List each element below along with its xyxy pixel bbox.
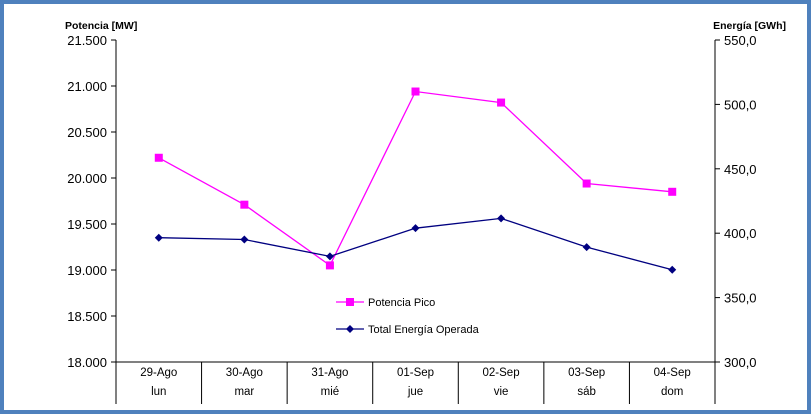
legend-marker-square: [346, 298, 354, 306]
energia-operada-point: [668, 265, 677, 274]
left-tick-label: 21.000: [67, 79, 107, 94]
right-tick-label: 550,0: [724, 33, 757, 48]
left-tick-label: 18.000: [67, 355, 107, 370]
potencia-pico-point: [240, 200, 249, 209]
legend-marker-diamond: [346, 325, 354, 333]
chart-canvas: Potencia [MW] Energía [GWh] 18.000 18.500…: [65, 20, 786, 404]
potencia-pico-point: [411, 87, 420, 96]
energia-operada-point: [411, 224, 420, 233]
right-tick-label: 500,0: [724, 97, 757, 112]
right-axis-title: Energía [GWh]: [713, 20, 786, 32]
potencia-pico-point: [497, 98, 506, 107]
category-date-label: 03-Sep: [568, 367, 605, 379]
category-day-label: mié: [321, 386, 340, 398]
right-tick-label: 450,0: [724, 162, 757, 177]
left-axis-title: Potencia [MW]: [65, 20, 137, 32]
series-group: [154, 87, 677, 274]
potencia-pico-point: [668, 187, 677, 196]
energia-operada-point: [240, 235, 249, 244]
legend-label-2: Total Energía Operada: [368, 324, 480, 336]
category-date-label: 30-Ago: [226, 367, 263, 379]
category-date-label: 01-Sep: [397, 367, 434, 379]
left-tick-label: 20.000: [67, 171, 107, 186]
category-day-label: vie: [494, 386, 509, 398]
legend-label-1: Potencia Pico: [368, 297, 435, 309]
energia-operada-point: [154, 233, 163, 242]
energia-operada-point: [325, 252, 334, 261]
category-date-label: 31-Ago: [311, 367, 348, 379]
right-tick-label: 300,0: [724, 355, 757, 370]
potencia-pico-point: [582, 179, 591, 188]
category-day-label: mar: [234, 386, 254, 398]
category-date-label: 04-Sep: [654, 367, 691, 379]
left-tick-label: 21.500: [67, 33, 107, 48]
energia-operada-point: [582, 243, 591, 252]
left-tick-label: 19.000: [67, 263, 107, 278]
category-day-label: sáb: [577, 386, 596, 398]
axes-group: 18.000 18.500 19.000 19.500 20.000 20.500 21.0…: [67, 33, 757, 404]
energia-operada-point: [497, 214, 506, 223]
right-tick-label: 400,0: [724, 226, 757, 241]
category-date-label: 29-Ago: [140, 367, 177, 379]
category-day-label: dom: [661, 386, 683, 398]
left-tick-label: 18.500: [67, 309, 107, 324]
category-day-label: jue: [407, 386, 423, 398]
category-day-label: lun: [151, 386, 166, 398]
potencia-pico-point: [154, 153, 163, 162]
right-tick-label: 350,0: [724, 291, 757, 306]
legend: Potencia Pico Total Energía Operada: [336, 297, 480, 336]
category-date-label: 02-Sep: [483, 367, 520, 379]
potencia-pico-point: [325, 261, 334, 270]
left-tick-label: 19.500: [67, 217, 107, 232]
left-tick-label: 20.500: [67, 125, 107, 140]
